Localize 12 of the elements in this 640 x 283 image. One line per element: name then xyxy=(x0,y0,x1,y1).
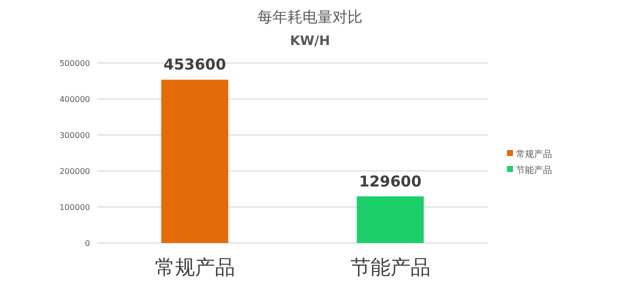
y-tick-label: 100000 xyxy=(59,203,90,212)
chart-subtitle: KW/H xyxy=(290,34,330,49)
chart-title: 每年耗电量对比 xyxy=(258,8,362,26)
legend-label: 节能产品 xyxy=(516,165,552,176)
y-tick-label: 300000 xyxy=(59,131,90,140)
y-tick-label: 200000 xyxy=(59,167,90,176)
y-tick-label: 500000 xyxy=(59,59,90,68)
legend-label: 常规产品 xyxy=(516,149,552,160)
y-tick-label: 0 xyxy=(84,239,90,248)
data-label: 129600 xyxy=(358,172,422,190)
y-tick-label: 400000 xyxy=(59,95,90,104)
data-label: 453600 xyxy=(163,56,226,74)
